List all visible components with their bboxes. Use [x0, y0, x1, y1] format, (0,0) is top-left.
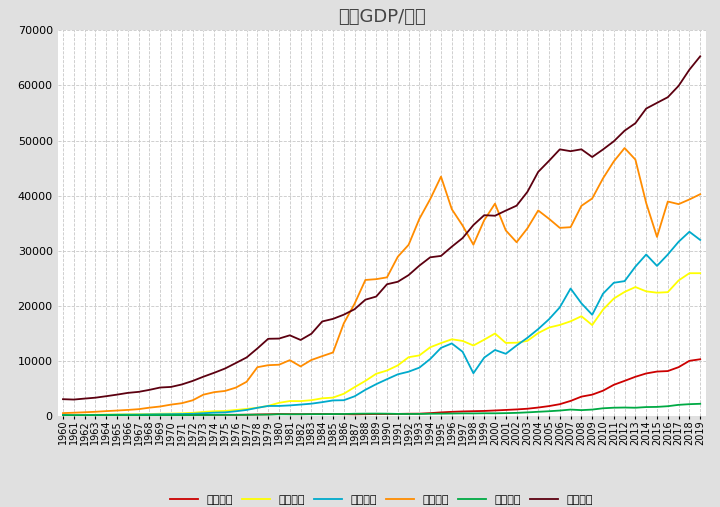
韩国人均: [70, 412, 78, 418]
印度人均: [275, 411, 284, 417]
大陆人均: [696, 356, 705, 363]
韩国人均: [275, 403, 284, 409]
美国人均: [286, 332, 294, 338]
Line: 美国人均: 美国人均: [63, 56, 701, 400]
大陆人均: [81, 412, 89, 418]
韩国人均: [178, 411, 186, 417]
大陆人均: [253, 412, 262, 418]
台湾人均: [459, 338, 467, 344]
Line: 印度人均: 印度人均: [63, 404, 701, 415]
印度人均: [253, 412, 262, 418]
Line: 台湾人均: 台湾人均: [63, 273, 701, 415]
印度人均: [469, 410, 478, 416]
印度人均: [124, 412, 132, 418]
日本人均: [220, 388, 229, 394]
韩国人均: [469, 370, 478, 376]
韩国人均: [253, 405, 262, 411]
日本人均: [621, 145, 629, 151]
Legend: 大陆人均, 台湾人均, 韩国人均, 日本人均, 印度人均, 美国人均: 大陆人均, 台湾人均, 韩国人均, 日本人均, 印度人均, 美国人均: [166, 491, 598, 507]
美国人均: [70, 396, 78, 403]
印度人均: [178, 412, 186, 418]
韩国人均: [696, 237, 705, 243]
大陆人均: [59, 412, 68, 418]
韩国人均: [685, 229, 694, 235]
大陆人均: [286, 411, 294, 417]
美国人均: [59, 396, 68, 402]
美国人均: [469, 222, 478, 228]
Line: 日本人均: 日本人均: [63, 148, 701, 413]
Title: 人均GDP/美元: 人均GDP/美元: [338, 8, 426, 26]
日本人均: [696, 191, 705, 197]
韩国人均: [286, 403, 294, 409]
台湾人均: [275, 400, 284, 406]
台湾人均: [696, 270, 705, 276]
印度人均: [59, 412, 68, 418]
大陆人均: [469, 408, 478, 414]
日本人均: [167, 402, 176, 408]
印度人均: [232, 412, 240, 418]
美国人均: [232, 360, 240, 366]
大陆人均: [232, 412, 240, 418]
台湾人均: [264, 403, 273, 409]
印度人均: [286, 411, 294, 417]
大陆人均: [178, 412, 186, 418]
日本人均: [275, 361, 284, 368]
美国人均: [253, 345, 262, 351]
大陆人均: [275, 411, 284, 417]
韩国人均: [59, 412, 68, 418]
日本人均: [243, 379, 251, 385]
日本人均: [264, 362, 273, 368]
台湾人均: [59, 412, 68, 418]
台湾人均: [243, 406, 251, 412]
美国人均: [696, 53, 705, 59]
韩国人均: [232, 408, 240, 414]
Line: 韩国人均: 韩国人均: [63, 232, 701, 415]
印度人均: [696, 401, 705, 407]
Line: 大陆人均: 大陆人均: [63, 359, 701, 415]
台湾人均: [685, 270, 694, 276]
台湾人均: [167, 411, 176, 417]
台湾人均: [220, 408, 229, 414]
日本人均: [459, 223, 467, 229]
美国人均: [178, 381, 186, 387]
美国人均: [275, 336, 284, 342]
日本人均: [59, 410, 68, 416]
